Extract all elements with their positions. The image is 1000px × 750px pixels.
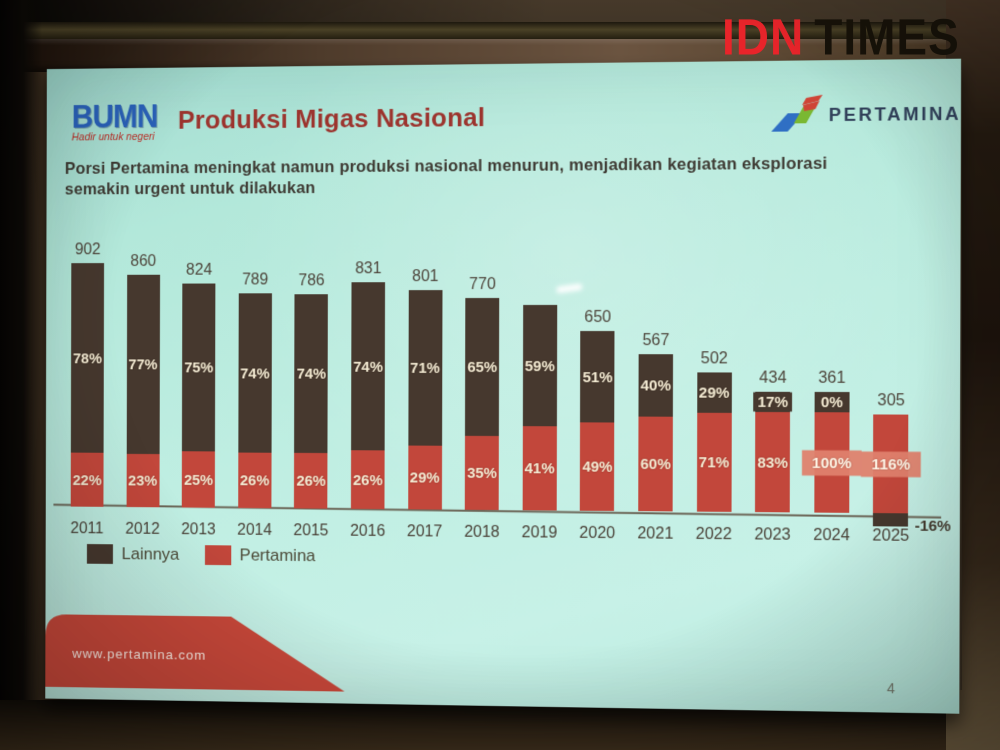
bar-pct-label-lainnya: 77% [128, 355, 158, 373]
year-label: 2015 [293, 522, 329, 540]
bar-total-label: 434 [759, 369, 787, 387]
year-label: 2017 [406, 523, 443, 541]
bar-pct-label-lainnya: 0% [816, 392, 848, 412]
bar-pct-label-pertamina: 29% [409, 468, 440, 487]
bar-total-label: 860 [130, 253, 157, 270]
year-label: 2014 [237, 521, 272, 539]
bar-pct-label-pertamina: 22% [72, 471, 102, 489]
wall-left-shadow [0, 0, 42, 750]
projector-glare [555, 283, 583, 294]
bar-pct-label-pertamina: 116% [861, 450, 921, 477]
footer-url: www.pertamina.com [72, 645, 207, 663]
legend-label: Lainnya [121, 544, 180, 564]
bar-total-label: 824 [186, 261, 213, 279]
bar-pct-label-lainnya: 74% [296, 365, 327, 383]
bar-pct-label-pertamina: 41% [524, 459, 555, 477]
year-label: 2011 [70, 520, 104, 538]
bar-total-label: 786 [298, 272, 325, 290]
bar-total-label: 567 [642, 332, 670, 350]
bar-pct-label-lainnya: 71% [410, 359, 440, 377]
projection-screen: BUMN Hadir untuk negeri Produksi Migas N… [45, 58, 961, 714]
bar-pct-label-lainnya: 17% [753, 392, 793, 412]
watermark-idn: IDN [722, 8, 805, 66]
bar-pct-label-pertamina: 35% [467, 464, 497, 482]
red-footer-swoosh [45, 614, 345, 692]
bar-pct-label-pertamina: 100% [801, 449, 862, 476]
bar-pct-label-pertamina: 26% [239, 471, 270, 489]
bar-pct-label-pertamina: 49% [582, 458, 613, 476]
bar-total-label: 801 [412, 268, 439, 286]
bar-pct-label-lainnya: 75% [184, 359, 214, 376]
year-label: 2023 [754, 526, 791, 544]
bar-pct-label-lainnya: 29% [698, 384, 730, 402]
legend-swatch [204, 545, 231, 566]
bar-pct-label-lainnya: 74% [240, 364, 270, 382]
bar-total-label: 831 [355, 260, 382, 278]
bar-pct-label-pertamina: 26% [352, 471, 383, 489]
bar-pct-label-pertamina: 71% [698, 453, 730, 471]
idn-times-watermark: IDN TIMES [722, 7, 960, 66]
bar-pct-label-lainnya: 65% [467, 358, 498, 376]
bar-total-label: 305 [877, 392, 905, 410]
bar-pct-label-lainnya-negative: -16% [914, 517, 951, 536]
page-number: 4 [886, 679, 895, 697]
year-label: 2020 [579, 524, 616, 543]
bar-pct-label-pertamina: 26% [296, 472, 326, 490]
bar-total-label: 361 [818, 369, 846, 387]
year-label: 2013 [181, 521, 216, 539]
bar-total-label: 902 [74, 241, 101, 259]
bar-total-label: 650 [584, 308, 612, 327]
bar-pct-label-lainnya: 40% [640, 376, 671, 395]
pertamina-logo: PERTAMINA [769, 89, 961, 135]
chart-legend: Lainnya Pertamina [86, 544, 316, 566]
year-label: 2018 [464, 523, 500, 542]
bar-total-label: 502 [700, 350, 728, 368]
bar-pct-label-lainnya: 59% [524, 357, 555, 375]
bar-pct-label-pertamina: 23% [128, 472, 158, 490]
bar-pct-label-lainnya: 74% [353, 357, 383, 375]
year-label: 2019 [521, 524, 558, 542]
bar-segment-lainnya-negative [873, 513, 909, 527]
legend-item: Lainnya [86, 544, 180, 565]
legend-swatch [86, 544, 113, 564]
pertamina-arrow-icon [771, 94, 823, 132]
year-label: 2025 [872, 527, 910, 545]
bar-total-label: 770 [469, 275, 496, 294]
bar-pct-label-lainnya: 51% [582, 368, 613, 386]
bar-pct-label-pertamina: 25% [183, 470, 214, 488]
bar-pct-label-pertamina: 83% [757, 453, 789, 471]
legend-label: Pertamina [239, 545, 316, 566]
year-label: 2021 [637, 525, 674, 543]
legend-item: Pertamina [204, 545, 316, 566]
bar-pct-label-pertamina: 60% [640, 455, 671, 473]
watermark-times: TIMES [814, 8, 960, 66]
bar-pct-label-lainnya: 78% [72, 349, 102, 367]
year-label: 2024 [813, 526, 850, 545]
year-label: 2012 [125, 520, 160, 538]
year-label: 2022 [695, 525, 732, 544]
year-label: 2016 [350, 522, 386, 540]
bar-total-label: 789 [242, 271, 269, 289]
